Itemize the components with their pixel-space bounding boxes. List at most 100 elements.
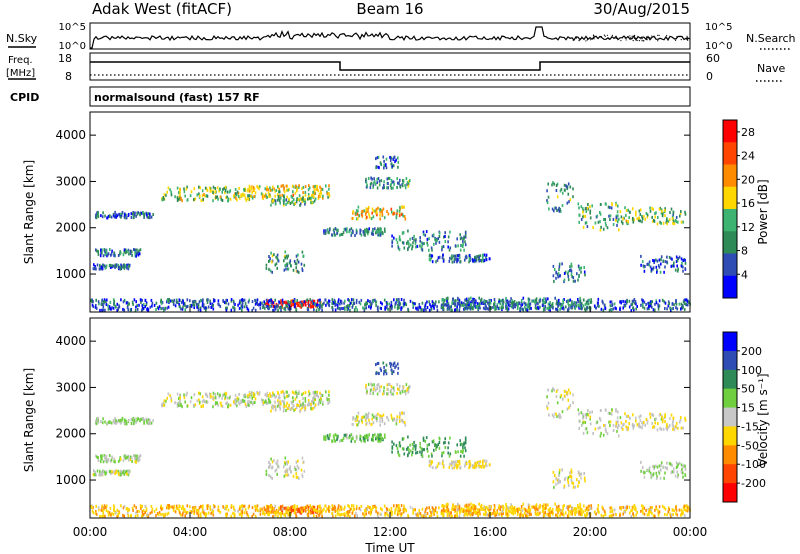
power-cell [646, 307, 649, 311]
velocity-cell [371, 508, 373, 512]
power-cell [487, 301, 489, 305]
velocity-cell [413, 508, 415, 512]
power-cell [464, 306, 467, 310]
power-cell [97, 214, 100, 218]
power-cell [275, 302, 278, 306]
velocity-cell [460, 442, 463, 446]
velocity-cell [393, 504, 395, 508]
power-colorbar-label: Power [dB] [756, 179, 770, 244]
power-cell [241, 305, 244, 309]
power-cell [357, 205, 360, 209]
power-cell [385, 157, 388, 161]
power-cell [198, 300, 201, 304]
velocity-cell [676, 470, 678, 474]
power-cell [488, 303, 490, 306]
power-cell [160, 307, 162, 311]
velocity-cell [632, 413, 634, 417]
power-cell [659, 220, 661, 224]
power-cell [580, 304, 583, 308]
power-cell [589, 205, 591, 209]
power-cell [502, 299, 504, 303]
power-cell [106, 216, 109, 220]
power-cell [126, 301, 129, 305]
velocity-cell [520, 506, 523, 510]
power-cell [348, 230, 350, 234]
power-cell [516, 302, 519, 305]
velocity-cell [653, 467, 655, 470]
power-cell [297, 270, 300, 274]
power-cell [294, 299, 296, 303]
power-cell [104, 249, 106, 253]
power-cell [654, 308, 656, 312]
search-count-point [680, 39, 682, 41]
power-cell [620, 220, 623, 224]
power-cell [319, 195, 322, 199]
velocity-cell [454, 514, 456, 518]
power-cell [226, 195, 228, 199]
velocity-cell [328, 505, 331, 509]
velocity-cell [422, 438, 425, 442]
power-cell [651, 206, 653, 210]
velocity-cell [411, 450, 414, 454]
velocity-cell [567, 480, 570, 484]
velocity-cell [238, 402, 241, 406]
power-cell [379, 233, 382, 237]
colorbar-swatch [723, 209, 737, 232]
velocity-cell [161, 506, 164, 510]
power-cell [208, 186, 211, 190]
power-cell [459, 305, 461, 309]
velocity-cell [606, 432, 609, 436]
power-cell [494, 307, 496, 311]
velocity-cell [97, 458, 100, 462]
power-cell [317, 189, 320, 193]
velocity-cell [308, 402, 311, 406]
power-cell [234, 303, 236, 306]
power-cell [622, 217, 624, 221]
velocity-cell [243, 394, 245, 397]
power-cell [283, 268, 286, 272]
power-cell [625, 213, 627, 217]
velocity-cell [546, 395, 548, 399]
velocity-cell [605, 408, 607, 412]
power-cell [252, 186, 255, 189]
power-cell [179, 193, 181, 197]
power-cell [671, 215, 674, 219]
power-cell [317, 298, 320, 302]
power-cell [652, 308, 655, 312]
velocity-cell [228, 396, 231, 400]
velocity-cell [253, 394, 255, 398]
power-cell [298, 303, 300, 306]
power-cell [166, 299, 169, 303]
velocity-cell [118, 419, 120, 423]
velocity-cell [266, 505, 269, 509]
velocity-cell [224, 391, 227, 395]
power-cell [117, 254, 120, 257]
power-cell [600, 307, 603, 311]
y-tick-label: 1000 [55, 267, 86, 281]
power-cell [620, 301, 622, 305]
power-cell [289, 259, 292, 263]
power-cell [441, 245, 443, 249]
velocity-cell [372, 438, 374, 442]
power-cell [237, 303, 239, 307]
power-cell [243, 193, 246, 197]
velocity-cell [122, 459, 125, 463]
power-cell [126, 249, 129, 253]
velocity-cell [395, 422, 398, 426]
velocity-cell [652, 425, 654, 429]
velocity-cell [307, 399, 310, 402]
power-cell [536, 307, 538, 311]
power-cell [650, 267, 653, 271]
power-cell [641, 220, 643, 224]
velocity-cell [407, 388, 410, 392]
velocity-cell [137, 459, 140, 463]
power-cell [669, 306, 671, 310]
power-cell [259, 306, 262, 310]
power-cell [472, 299, 474, 303]
velocity-cell [137, 417, 140, 421]
velocity-cell [457, 450, 459, 454]
power-cell [510, 297, 512, 301]
velocity-cell [322, 508, 324, 512]
power-cell [406, 241, 408, 245]
power-cell [328, 231, 330, 235]
